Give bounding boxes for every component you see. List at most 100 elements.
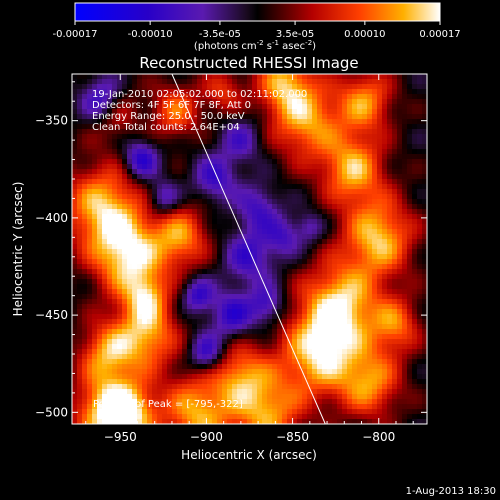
heatmap-cell	[192, 389, 198, 395]
heatmap-cell	[197, 254, 203, 260]
heatmap-cell	[297, 84, 303, 90]
heatmap-cell	[72, 404, 78, 410]
heatmap-cell	[322, 79, 328, 85]
heatmap-cell	[232, 349, 238, 355]
heatmap-cell	[397, 224, 403, 230]
heatmap-cell	[162, 314, 168, 320]
heatmap-cell	[322, 254, 328, 260]
heatmap-cell	[172, 324, 178, 330]
heatmap-cell	[177, 289, 183, 295]
heatmap-cell	[227, 119, 233, 125]
heatmap-cell	[357, 119, 363, 125]
heatmap-cell	[227, 254, 233, 260]
heatmap-cell	[72, 379, 78, 385]
heatmap-cell	[152, 234, 158, 240]
heatmap-cell	[332, 314, 338, 320]
heatmap-cell	[342, 119, 348, 125]
heatmap-cell	[322, 204, 328, 210]
heatmap-cell	[182, 399, 188, 405]
heatmap-cell	[407, 199, 413, 205]
heatmap-cell	[397, 164, 403, 170]
heatmap-cell	[302, 399, 308, 405]
heatmap-cell	[87, 114, 93, 120]
heatmap-cell	[347, 119, 353, 125]
heatmap-cell	[177, 244, 183, 250]
heatmap-cell	[317, 144, 323, 150]
heatmap-cell	[367, 379, 373, 385]
heatmap-cell	[297, 279, 303, 285]
heatmap-cell	[262, 354, 268, 360]
heatmap-cell	[272, 84, 278, 90]
heatmap-cell	[277, 279, 283, 285]
heatmap-cell	[182, 279, 188, 285]
heatmap-cell	[162, 159, 168, 165]
heatmap-cell	[332, 349, 338, 355]
heatmap-cell	[372, 314, 378, 320]
heatmap-cell	[327, 159, 333, 165]
heatmap-cell	[207, 314, 213, 320]
heatmap-cell	[417, 224, 423, 230]
heatmap-cell	[112, 329, 118, 335]
heatmap-cell	[412, 209, 418, 215]
heatmap-cell	[322, 184, 328, 190]
heatmap-cell	[362, 309, 368, 315]
heatmap-cell	[242, 404, 248, 410]
heatmap-cell	[232, 379, 238, 385]
heatmap-cell	[242, 354, 248, 360]
heatmap-cell	[177, 374, 183, 380]
heatmap-cell	[387, 414, 393, 420]
heatmap-cell	[82, 269, 88, 275]
heatmap-cell	[297, 404, 303, 410]
heatmap-cell	[102, 394, 108, 400]
heatmap-cell	[277, 204, 283, 210]
heatmap-cell	[402, 139, 408, 145]
heatmap-cell	[402, 89, 408, 95]
heatmap-cell	[272, 389, 278, 395]
heatmap-cell	[192, 299, 198, 305]
heatmap-cell	[72, 134, 78, 140]
heatmap-cell	[377, 179, 383, 185]
heatmap-cell	[292, 179, 298, 185]
heatmap-cell	[317, 274, 323, 280]
heatmap-cell	[277, 99, 283, 105]
heatmap-cell	[192, 354, 198, 360]
heatmap-cell	[97, 279, 103, 285]
heatmap-cell	[402, 324, 408, 330]
heatmap-cell	[137, 269, 143, 275]
heatmap-cell	[142, 84, 148, 90]
heatmap-cell	[372, 139, 378, 145]
heatmap-cell	[392, 349, 398, 355]
heatmap-cell	[232, 299, 238, 305]
heatmap-cell	[412, 284, 418, 290]
heatmap-cell	[397, 289, 403, 295]
heatmap-cell	[152, 119, 158, 125]
heatmap-cell	[127, 414, 133, 420]
heatmap-cell	[417, 419, 423, 424]
heatmap-cell	[287, 84, 293, 90]
heatmap-cell	[112, 174, 118, 180]
heatmap-cell	[377, 114, 383, 120]
heatmap-cell	[267, 274, 273, 280]
heatmap-cell	[122, 369, 128, 375]
heatmap-cell	[267, 264, 273, 270]
colorbar-tick-label: -0.00017	[53, 29, 98, 40]
heatmap-cell	[327, 229, 333, 235]
heatmap-cell	[267, 324, 273, 330]
heatmap-cell	[222, 409, 228, 415]
heatmap-cell	[347, 234, 353, 240]
heatmap-cell	[272, 419, 278, 424]
heatmap-cell	[377, 154, 383, 160]
heatmap-cell	[372, 239, 378, 245]
heatmap-cell	[352, 419, 358, 424]
heatmap-cell	[412, 119, 418, 125]
heatmap-cell	[222, 309, 228, 315]
heatmap-cell	[142, 404, 148, 410]
heatmap-cell	[247, 149, 253, 155]
heatmap-cell	[372, 214, 378, 220]
heatmap-cell	[212, 294, 218, 300]
heatmap-cell	[207, 374, 213, 380]
heatmap-cell	[222, 254, 228, 260]
heatmap-cell	[382, 154, 388, 160]
heatmap-cell	[242, 134, 248, 140]
heatmap-cell	[262, 149, 268, 155]
